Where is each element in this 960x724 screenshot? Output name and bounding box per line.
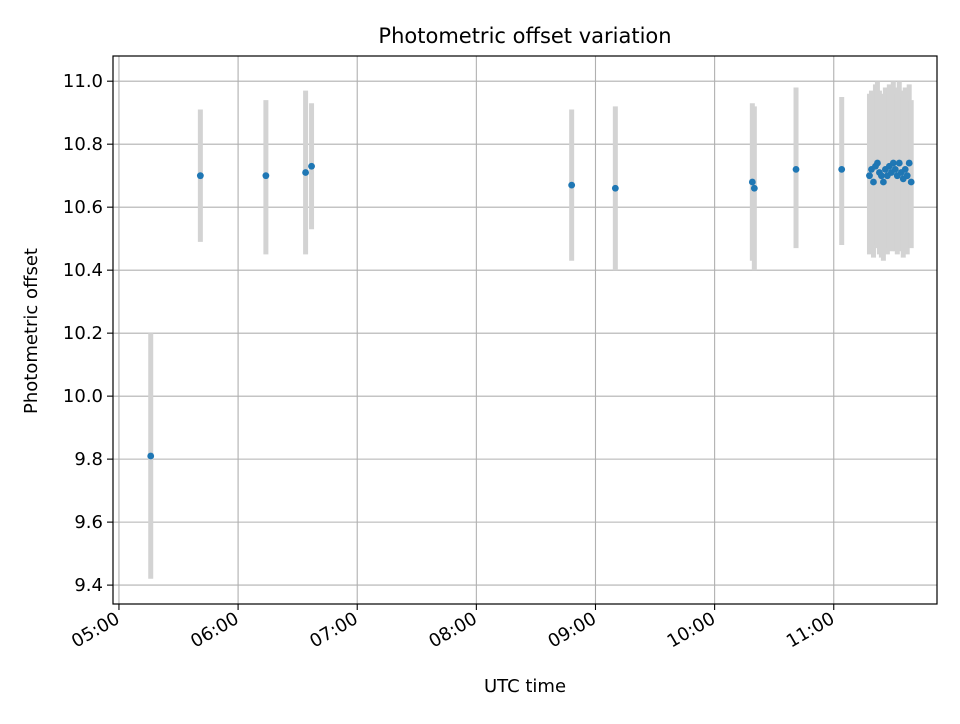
data-point [748, 178, 756, 186]
chart-title: Photometric offset variation [378, 24, 671, 48]
y-tick-label: 9.6 [74, 512, 103, 533]
y-tick-label: 10.8 [63, 134, 103, 155]
data-point [838, 165, 846, 173]
data-point [147, 452, 155, 460]
data-point [895, 159, 903, 167]
y-axis-label: Photometric offset [21, 248, 42, 414]
data-point [611, 184, 619, 192]
y-tick-label: 9.4 [74, 575, 103, 596]
y-tick-label: 10.2 [63, 323, 103, 344]
data-point [792, 165, 800, 173]
data-point [196, 172, 204, 180]
y-tick-label: 10.6 [63, 197, 103, 218]
x-axis-label: UTC time [484, 676, 566, 697]
data-point [866, 172, 873, 180]
point-layer [147, 159, 915, 460]
data-point [302, 169, 309, 176]
data-point [903, 172, 911, 180]
data-point [879, 178, 887, 186]
data-point [891, 165, 899, 173]
data-point [750, 184, 758, 192]
data-point [870, 178, 877, 186]
grid-layer [113, 56, 937, 604]
data-point [568, 181, 576, 189]
data-point [308, 162, 315, 170]
data-point [889, 159, 897, 167]
y-tick-label: 9.8 [74, 449, 103, 470]
plot-frame [112, 55, 938, 605]
data-point [874, 159, 881, 167]
data-point [901, 165, 909, 173]
data-point [878, 172, 885, 180]
y-tick-label: 11.0 [63, 71, 103, 92]
y-tick-layer: 9.4 9.6 9.8 10.0 10.2 10.4 10.6 10.8 11.0 [63, 71, 113, 596]
y-tick-label: 10.0 [63, 386, 103, 407]
data-point [262, 172, 270, 180]
data-point [905, 159, 913, 167]
data-point [907, 178, 915, 186]
y-tick-label: 10.4 [63, 260, 103, 281]
